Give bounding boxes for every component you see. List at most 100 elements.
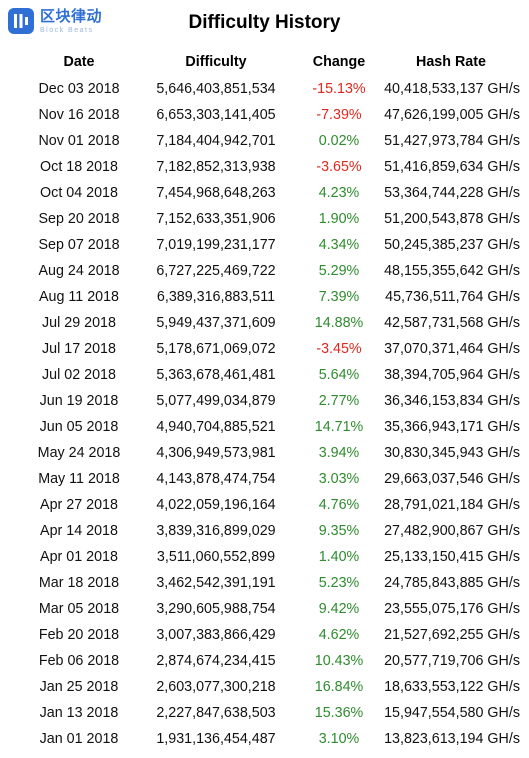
change-cell: 4.62% <box>318 627 360 643</box>
change-cell: 9.35% <box>318 523 360 539</box>
date-cell: Aug 24 2018 <box>38 263 120 279</box>
change-cell: 15.36% <box>314 705 364 721</box>
date-cell: Apr 27 2018 <box>40 497 118 513</box>
hash-rate-cell: 35,366,943,171 GH/s <box>384 419 520 435</box>
hash-rate-cell: 50,245,385,237 GH/s <box>384 237 520 253</box>
date-cell: Jun 05 2018 <box>39 419 119 435</box>
difficulty-cell: 2,874,674,234,415 <box>156 653 276 669</box>
change-cell: 14.88% <box>314 315 364 331</box>
difficulty-cell: 4,022,059,196,164 <box>156 497 276 513</box>
table-row: Jun 19 2018 5,077,499,034,879 2.77% 36,346,… <box>22 388 520 414</box>
difficulty-cell: 5,949,437,371,609 <box>156 315 276 331</box>
table-row: May 24 2018 4,306,949,573,981 3.94% 30,830,… <box>22 440 520 466</box>
table-row: Aug 24 2018 6,727,225,469,722 5.29% 48,155,… <box>22 258 520 284</box>
table-row: Mar 18 2018 3,462,542,391,191 5.23% 24,785,… <box>22 570 520 596</box>
difficulty-cell: 5,363,678,461,481 <box>156 367 276 383</box>
hash-rate-cell: 29,663,037,546 GH/s <box>384 471 520 487</box>
table-row: Feb 20 2018 3,007,383,866,429 4.62% 21,527,… <box>22 622 520 648</box>
date-cell: Jul 02 2018 <box>42 367 116 383</box>
table-row: Jan 01 2018 1,931,136,454,487 3.10% 13,823,… <box>22 726 520 752</box>
table-row: Sep 07 2018 7,019,199,231,177 4.34% 50,245,… <box>22 232 520 258</box>
table-row: Dec 03 2018 5,646,403,851,534 -15.13% 40,41… <box>22 76 520 102</box>
change-cell: 9.42% <box>318 601 360 617</box>
block-beats-logo-icon <box>8 8 34 34</box>
difficulty-cell: 7,182,852,313,938 <box>156 159 276 175</box>
column-header-hash-rate: Hash Rate <box>416 54 486 70</box>
date-cell: Jul 17 2018 <box>42 341 116 357</box>
change-cell: 14.71% <box>314 419 364 435</box>
change-cell: 5.64% <box>318 367 360 383</box>
difficulty-cell: 7,454,968,648,263 <box>156 185 276 201</box>
hash-rate-cell: 20,577,719,706 GH/s <box>384 653 520 669</box>
difficulty-cell: 6,653,303,141,405 <box>156 107 276 123</box>
change-cell: 2.77% <box>318 393 360 409</box>
hash-rate-cell: 53,364,744,228 GH/s <box>384 185 520 201</box>
date-cell: Jul 29 2018 <box>42 315 116 331</box>
column-header-difficulty: Difficulty <box>185 54 247 70</box>
hash-rate-cell: 38,394,705,964 GH/s <box>384 367 520 383</box>
hash-rate-cell: 47,626,199,005 GH/s <box>384 107 520 123</box>
table-row: Feb 06 2018 2,874,674,234,415 10.43% 20,577… <box>22 648 520 674</box>
change-cell: 0.02% <box>318 133 360 149</box>
column-header-date: Date <box>63 54 95 70</box>
change-cell: 4.23% <box>318 185 360 201</box>
difficulty-cell: 7,152,633,351,906 <box>156 211 276 227</box>
table-row: Nov 16 2018 6,653,303,141,405 -7.39% 47,626… <box>22 102 520 128</box>
hash-rate-cell: 18,633,553,122 GH/s <box>384 679 520 695</box>
difficulty-table: Date Difficulty Change Hash Rate Dec 03 … <box>22 48 520 752</box>
table-row: Jan 25 2018 2,603,077,300,218 16.84% 18,633… <box>22 674 520 700</box>
hash-rate-cell: 28,791,021,184 GH/s <box>384 497 520 513</box>
brand-name-en: Block Beats <box>40 26 94 34</box>
difficulty-cell: 7,019,199,231,177 <box>156 237 276 253</box>
change-cell: 3.10% <box>318 731 360 747</box>
change-cell: 4.34% <box>318 237 360 253</box>
hash-rate-cell: 40,418,533,137 GH/s <box>384 81 520 97</box>
hash-rate-cell: 51,427,973,784 GH/s <box>384 133 520 149</box>
difficulty-cell: 3,007,383,866,429 <box>156 627 276 643</box>
difficulty-cell: 5,077,499,034,879 <box>156 393 276 409</box>
table-header-row: Date Difficulty Change Hash Rate <box>22 48 520 76</box>
change-cell: -15.13% <box>312 81 366 97</box>
date-cell: Jan 25 2018 <box>39 679 119 695</box>
date-cell: Oct 04 2018 <box>40 185 118 201</box>
table-row: Jul 02 2018 5,363,678,461,481 5.64% 38,394,… <box>22 362 520 388</box>
brand-name-cn: 区块律动 <box>40 7 103 25</box>
difficulty-cell: 5,178,671,069,072 <box>156 341 276 357</box>
table-row: Apr 14 2018 3,839,316,899,029 9.35% 27,482,… <box>22 518 520 544</box>
date-cell: Jun 19 2018 <box>39 393 119 409</box>
date-cell: Apr 01 2018 <box>40 549 118 565</box>
difficulty-cell: 1,931,136,454,487 <box>156 731 276 747</box>
table-row: Nov 01 2018 7,184,404,942,701 0.02% 51,427,… <box>22 128 520 154</box>
date-cell: Sep 07 2018 <box>38 237 120 253</box>
date-cell: Oct 18 2018 <box>40 159 118 175</box>
table-row: Jun 05 2018 4,940,704,885,521 14.71% 35,366… <box>22 414 520 440</box>
difficulty-cell: 4,306,949,573,981 <box>156 445 276 461</box>
change-cell: 1.90% <box>318 211 360 227</box>
change-cell: 1.40% <box>318 549 360 565</box>
hash-rate-cell: 45,736,511,764 GH/s <box>385 289 520 305</box>
date-cell: Aug 11 2018 <box>38 289 120 305</box>
change-cell: 3.94% <box>318 445 360 461</box>
hash-rate-cell: 37,070,371,464 GH/s <box>384 341 520 357</box>
difficulty-cell: 3,290,605,988,754 <box>156 601 276 617</box>
table-row: Jul 17 2018 5,178,671,069,072 -3.45% 37,070… <box>22 336 520 362</box>
difficulty-cell: 2,603,077,300,218 <box>156 679 276 695</box>
hash-rate-cell: 24,785,843,885 GH/s <box>384 575 520 591</box>
change-cell: -3.65% <box>316 159 362 175</box>
hash-rate-cell: 51,200,543,878 GH/s <box>384 211 520 227</box>
hash-rate-cell: 25,133,150,415 GH/s <box>384 549 520 565</box>
change-cell: 5.29% <box>318 263 360 279</box>
difficulty-cell: 6,389,316,883,511 <box>156 289 276 305</box>
difficulty-cell: 7,184,404,942,701 <box>156 133 276 149</box>
table-row: Apr 01 2018 3,511,060,552,899 1.40% 25,133,… <box>22 544 520 570</box>
date-cell: Apr 14 2018 <box>40 523 118 539</box>
change-cell: -3.45% <box>316 341 362 357</box>
hash-rate-cell: 51,416,859,634 GH/s <box>384 159 520 175</box>
difficulty-cell: 3,511,060,552,899 <box>156 549 276 565</box>
date-cell: Mar 18 2018 <box>38 575 120 591</box>
difficulty-cell: 5,646,403,851,534 <box>156 81 276 97</box>
table-row: Aug 11 2018 6,389,316,883,511 7.39% 45,736,… <box>22 284 520 310</box>
change-cell: 3.03% <box>318 471 360 487</box>
column-header-change: Change <box>312 54 366 70</box>
date-cell: Mar 05 2018 <box>38 601 120 617</box>
